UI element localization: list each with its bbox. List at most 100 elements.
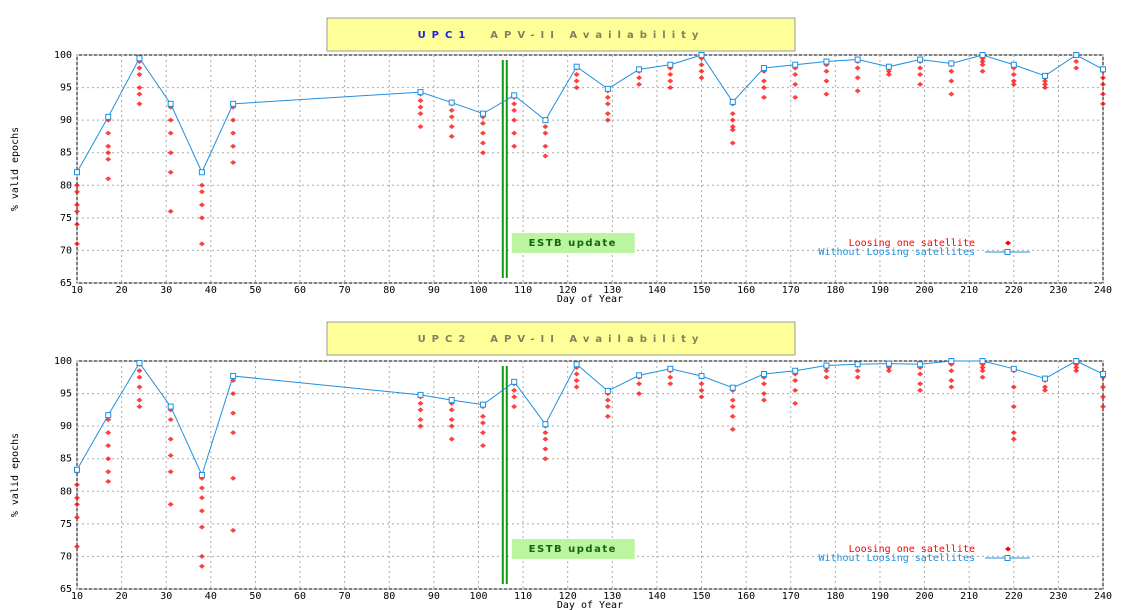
scatter-point	[74, 501, 80, 507]
x-tick-label: 40	[205, 591, 217, 602]
line-marker	[854, 56, 861, 63]
line-marker	[417, 89, 424, 96]
scatter-point	[729, 117, 736, 123]
scatter-point	[74, 208, 80, 214]
x-tick-label: 80	[383, 591, 395, 602]
legend-label: Loosing one satellite	[849, 544, 975, 555]
scatter-point	[604, 397, 611, 403]
scatter-point	[948, 368, 955, 374]
line-marker	[667, 61, 674, 68]
scatter-point	[698, 394, 705, 400]
x-tick-label: 110	[514, 591, 532, 602]
scatter-point	[511, 404, 518, 410]
line-marker	[105, 412, 112, 419]
scatter-point	[979, 59, 986, 65]
scatter-point	[823, 368, 830, 374]
scatter-point	[979, 365, 986, 371]
title-text: APV-II Availability	[490, 30, 704, 41]
scatter-point	[417, 98, 424, 104]
x-tick-label: 10	[71, 591, 83, 602]
scatter-point	[729, 111, 736, 117]
scatter-point	[573, 78, 580, 84]
scatter-point	[479, 150, 486, 156]
scatter-point	[1100, 384, 1106, 390]
scatter-point	[479, 413, 486, 419]
scatter-point	[74, 202, 80, 208]
x-tick-label: 100	[469, 591, 487, 602]
scatter-point	[542, 130, 549, 136]
scatter-point	[760, 391, 767, 397]
scatter-point	[917, 81, 924, 87]
scatter-point	[136, 374, 143, 380]
scatter-point	[448, 107, 455, 113]
scatter-point	[198, 495, 205, 501]
scatter-point	[198, 182, 205, 188]
scatter-point	[105, 469, 112, 475]
y-tick-label: 100	[54, 356, 72, 367]
scatter-point	[448, 407, 455, 413]
scatter-point	[792, 81, 799, 87]
x-tick-label: 160	[737, 591, 755, 602]
scatter-point	[136, 85, 143, 91]
scatter-point	[511, 130, 518, 136]
x-tick-label: 220	[1005, 285, 1023, 296]
scatter-point	[760, 397, 767, 403]
scatter-point	[448, 133, 455, 139]
annotation-box	[511, 233, 635, 253]
legend-symbol	[1004, 555, 1011, 561]
scatter-point	[198, 508, 205, 514]
scatter-point	[542, 124, 549, 130]
scatter-point	[417, 423, 424, 429]
scatter-point	[823, 68, 830, 74]
scatter-point	[74, 495, 80, 501]
scatter-point	[479, 430, 486, 436]
scatter-point	[636, 81, 643, 87]
x-tick-label: 10	[71, 285, 83, 296]
legend-symbol	[1005, 240, 1011, 246]
scatter-point	[1010, 404, 1017, 410]
scatter-point	[1100, 91, 1106, 97]
line-marker	[230, 100, 237, 107]
y-tick-label: 95	[60, 389, 72, 400]
scatter-point	[1010, 436, 1017, 442]
scatter-point	[885, 72, 892, 78]
scatter-point	[979, 368, 986, 374]
scatter-point	[511, 107, 518, 113]
scatter-point	[542, 446, 549, 452]
scatter-point	[667, 72, 674, 78]
line-marker	[230, 372, 237, 379]
scatter-point	[760, 381, 767, 387]
y-axis-label: % valid epochs	[10, 433, 21, 517]
scatter-point	[698, 75, 705, 81]
scatter-point	[417, 104, 424, 110]
line-marker	[167, 100, 174, 107]
legend-label: Loosing one satellite	[849, 238, 975, 249]
line-marker	[948, 60, 955, 67]
scatter-point	[1073, 368, 1080, 374]
y-tick-label: 70	[60, 551, 72, 562]
line-marker	[604, 387, 611, 394]
scatter-point	[604, 117, 611, 123]
x-tick-label: 210	[960, 591, 978, 602]
y-axis-label: % valid epochs	[10, 127, 21, 211]
scatter-point	[230, 130, 237, 136]
scatter-point	[698, 387, 705, 393]
scatter-point	[885, 68, 892, 74]
x-tick-label: 130	[603, 285, 621, 296]
scatter-point	[479, 140, 486, 146]
annotation: ESTB update	[529, 238, 617, 249]
scatter-point	[136, 72, 143, 78]
x-tick-label: 80	[383, 285, 395, 296]
y-tick-label: 95	[60, 83, 72, 94]
scatter-point	[573, 85, 580, 91]
scatter-point	[136, 368, 143, 374]
line-marker	[136, 55, 143, 62]
x-tick-label: 150	[692, 591, 710, 602]
scatter-point	[511, 117, 518, 123]
line-marker	[1073, 358, 1080, 364]
title-label: UPC1	[418, 30, 472, 41]
scatter-point	[698, 62, 705, 68]
scatter-point	[854, 374, 861, 380]
scatter-point	[167, 469, 174, 475]
line-marker	[1100, 66, 1106, 73]
